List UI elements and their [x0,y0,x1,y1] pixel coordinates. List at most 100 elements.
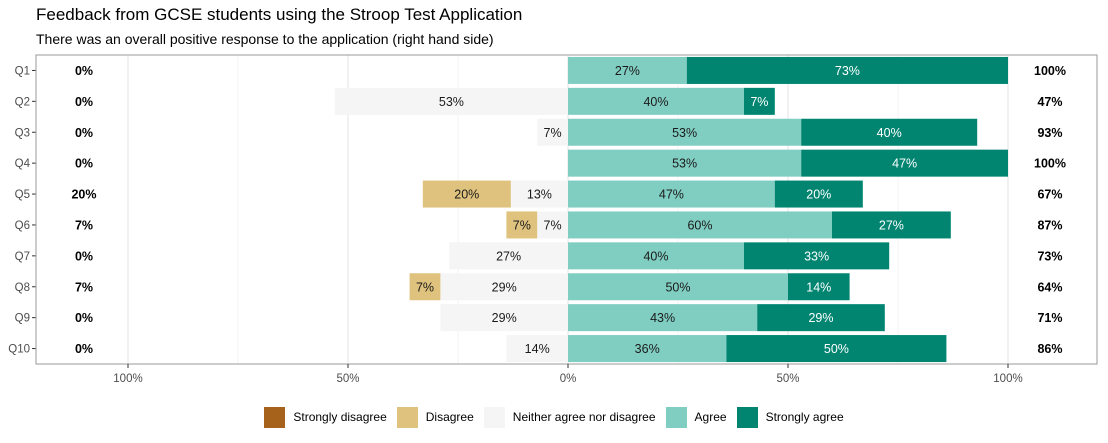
right-total-label: 86% [1037,342,1062,356]
bar-q8-disagree [409,273,441,301]
legend-item: Strongly agree [736,406,844,428]
legend-label: Strongly disagree [293,410,387,424]
legend-item: Neither agree nor disagree [483,406,656,428]
legend-swatch [665,406,687,428]
left-total-label: 0% [75,311,93,325]
data-label: 53% [439,95,464,109]
bar-q9-agree [568,304,758,332]
x-tick-label: 100% [113,373,142,385]
legend-item: Strongly disagree [264,406,387,428]
left-total-label: 0% [75,126,93,140]
bar-q5-agree [568,180,775,208]
left-total-label: 0% [75,64,93,78]
bar-q3-strongly-agree [801,118,978,146]
x-tick-label: 50% [336,373,359,385]
bar-q8-agree [568,273,788,301]
bar-q7-strongly-agree [744,242,890,270]
bar-q6-agree [568,211,832,239]
y-tick-label: Q1 [15,65,30,77]
data-label: 53% [672,126,697,140]
bar-q7-agree [568,242,744,270]
bar-q8-neither-agree-nor-disagree [440,273,568,301]
bar-q6-strongly-agree [832,211,951,239]
bar-q6-neither-agree-nor-disagree [537,211,568,239]
data-label: 29% [808,311,833,325]
bar-q9-neither-agree-nor-disagree [440,304,568,332]
y-tick-label: Q2 [15,96,30,108]
legend-swatch [736,406,758,428]
left-total-label: 0% [75,95,93,109]
right-total-label: 100% [1034,64,1066,78]
data-label: 50% [824,342,849,356]
data-label: 40% [643,249,668,263]
data-label: 7% [750,95,768,109]
data-label: 7% [513,218,531,232]
data-label: 33% [804,249,829,263]
bar-q4-strongly-agree [801,149,1008,177]
right-total-label: 93% [1037,126,1062,140]
y-tick-label: Q7 [15,251,30,263]
y-tick-label: Q5 [15,189,30,201]
right-total-label: 67% [1037,188,1062,202]
y-tick-label: Q4 [15,158,31,170]
x-tick-label: 100% [993,373,1022,385]
legend-swatch [483,406,505,428]
chart-subtitle: There was an overall positive response t… [36,31,494,47]
bar-q6-disagree [506,211,538,239]
legend-item: Disagree [396,406,474,428]
legend-swatch [264,406,286,428]
right-total-label: 64% [1037,280,1062,294]
data-label: 29% [492,280,517,294]
data-label: 43% [650,311,675,325]
left-total-label: 0% [75,157,93,171]
x-tick-label: 50% [776,373,799,385]
y-tick-label: Q10 [8,344,30,356]
data-label: 7% [544,218,562,232]
panel-border [35,54,1098,365]
bar-q8-strongly-agree [788,273,850,301]
data-label: 20% [454,188,479,202]
legend-swatch [396,406,418,428]
left-total-label: 0% [75,342,93,356]
data-label: 13% [527,188,552,202]
left-total-label: 7% [75,218,93,232]
data-label: 40% [643,95,668,109]
bar-q5-neither-agree-nor-disagree [510,180,568,208]
right-total-label: 100% [1034,157,1066,171]
bar-q3-neither-agree-nor-disagree [537,118,568,146]
legend-label: Strongly agree [765,410,844,424]
y-tick-label: Q6 [15,220,30,232]
y-tick-label: Q8 [15,282,30,294]
legend-label: Disagree [425,410,474,424]
data-label: 7% [416,280,434,294]
chart-title: Feedback from GCSE students using the St… [36,5,523,24]
data-label: 47% [892,157,917,171]
data-label: 50% [665,280,690,294]
left-total-label: 7% [75,280,93,294]
data-label: 73% [835,64,860,78]
bar-q1-strongly-agree [686,56,1008,84]
data-label: 60% [687,218,712,232]
bar-q5-strongly-agree [774,180,863,208]
data-label: 40% [877,126,902,140]
legend: Strongly disagree Disagree Neither agree n… [0,406,1108,428]
data-label: 7% [544,126,562,140]
data-label: 20% [806,188,831,202]
bar-q2-agree [568,87,744,115]
right-total-label: 87% [1037,218,1062,232]
bar-q2-strongly-agree [744,87,775,115]
legend-label: Agree [694,410,727,424]
bar-q4-agree [568,149,802,177]
y-tick-label: Q9 [15,313,30,325]
data-label: 47% [659,188,684,202]
right-total-label: 47% [1037,95,1062,109]
bar-q3-agree [568,118,802,146]
data-label: 14% [806,280,831,294]
bar-q10-strongly-agree [726,335,947,363]
bar-q5-disagree [422,180,511,208]
right-total-label: 73% [1037,249,1062,263]
bar-q7-neither-agree-nor-disagree [449,242,568,270]
bar-q2-neither-agree-nor-disagree [334,87,568,115]
bar-q1-agree [568,56,687,84]
